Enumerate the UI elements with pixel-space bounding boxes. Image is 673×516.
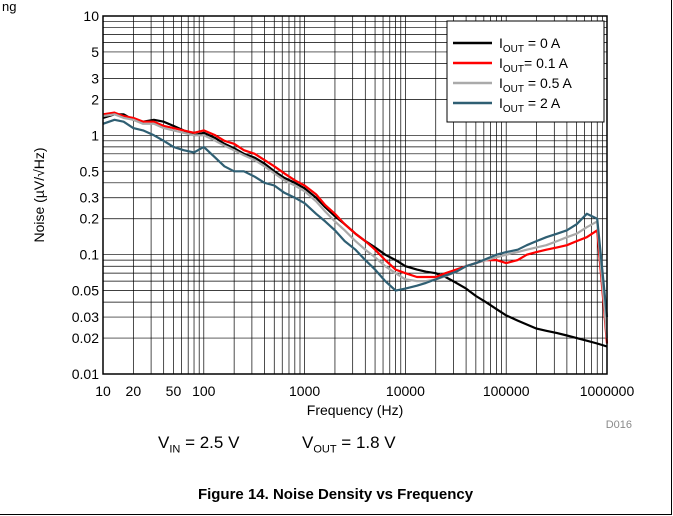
figure-caption: Figure 14. Noise Density vs Frequency bbox=[197, 486, 474, 503]
y-axis-label: Noise (µV/√Hz) bbox=[31, 147, 47, 242]
y-tick-label: 10 bbox=[83, 8, 99, 24]
x-tick-label: 1000 bbox=[289, 383, 320, 399]
legend-box bbox=[446, 20, 605, 123]
x-tick-label: 10 bbox=[95, 383, 111, 399]
x-axis-label: Frequency (Hz) bbox=[307, 402, 403, 418]
plot-area-border bbox=[102, 15, 608, 375]
y-tick-label: 0.02 bbox=[72, 330, 99, 346]
y-tick-label: 0.1 bbox=[80, 247, 100, 263]
y-tick-label: 0.3 bbox=[80, 190, 100, 206]
x-tick-label: 100000 bbox=[483, 383, 530, 399]
y-tick-label: 5 bbox=[91, 44, 99, 60]
x-tick-label: 50 bbox=[166, 383, 182, 399]
x-tick-label: 1000000 bbox=[580, 383, 635, 399]
noise-density-chart: ng 10 20 50 100 1000 10000 100000 1000000 0.01 0.0… bbox=[2, 0, 635, 430]
x-tick-label: 100 bbox=[192, 383, 216, 399]
y-tick-label: 2 bbox=[91, 91, 99, 107]
y-tick-label: 0.03 bbox=[72, 309, 99, 325]
legend-label-2: IOUT = 0.5 A bbox=[499, 75, 573, 95]
legend-label-3: IOUT = 2 A bbox=[499, 95, 561, 115]
x-tick-label: 10000 bbox=[386, 383, 425, 399]
series-line-1 bbox=[102, 111, 609, 344]
header-fragment: ng bbox=[2, 0, 16, 14]
y-tick-label: 0.05 bbox=[72, 283, 99, 299]
y-tick-label: 0.2 bbox=[80, 211, 100, 227]
vin-condition: VIN = 2.5 V bbox=[158, 433, 240, 456]
vout-condition: VOUT = 1.8 V bbox=[302, 433, 396, 456]
legend-label-0: IOUT = 0 A bbox=[499, 35, 561, 55]
y-tick-label: 3 bbox=[91, 70, 99, 86]
series-line-2 bbox=[102, 113, 609, 339]
y-tick-label: 0.5 bbox=[80, 163, 100, 179]
legend-label-1: IOUT= 0.1 A bbox=[499, 55, 569, 75]
x-tick-label: 20 bbox=[126, 383, 142, 399]
y-tick-label: 1 bbox=[91, 127, 99, 143]
y-tick-label: 0.01 bbox=[72, 366, 99, 382]
series-line-3 bbox=[102, 118, 609, 318]
figure-id: D016 bbox=[606, 419, 632, 430]
